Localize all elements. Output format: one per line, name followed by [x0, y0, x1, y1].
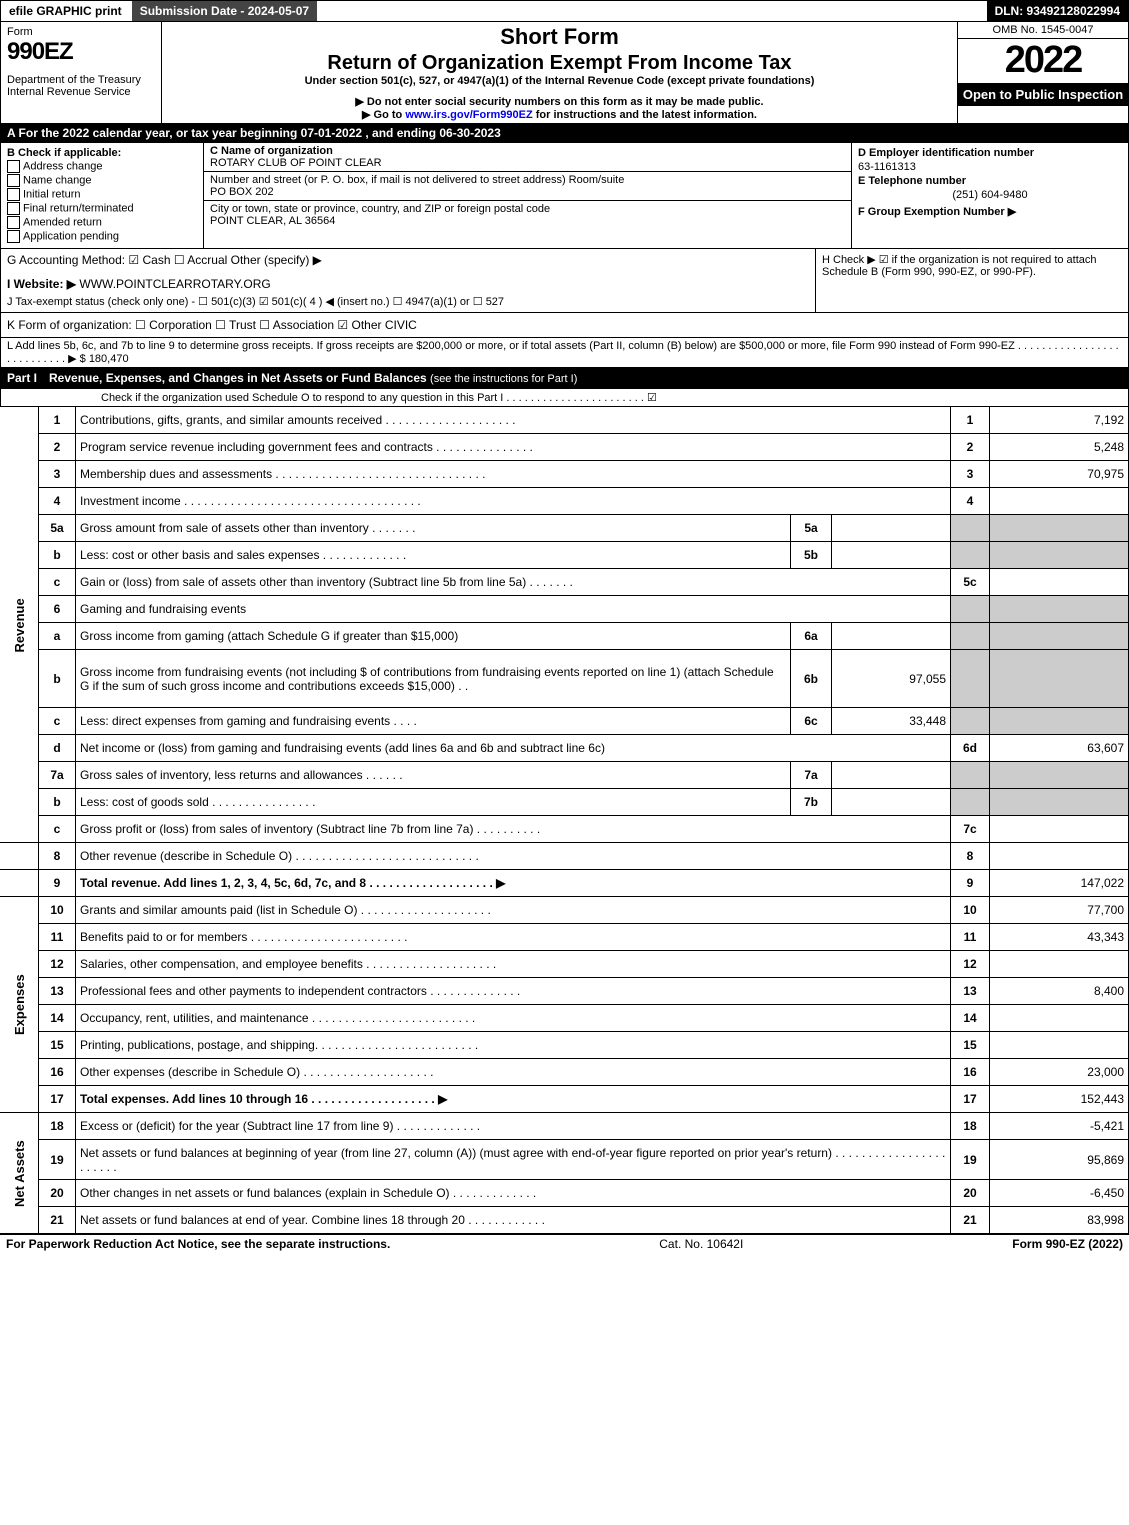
open-inspection: Open to Public Inspection [958, 82, 1128, 106]
line-g: G Accounting Method: ☑ Cash ☐ Accrual Ot… [7, 253, 809, 267]
val-11: 43,343 [990, 924, 1129, 951]
revenue-vlabel: Revenue [0, 407, 39, 843]
netassets-vlabel: Net Assets [0, 1113, 39, 1234]
check-application-pending[interactable]: Application pending [7, 230, 197, 243]
val-16: 23,000 [990, 1059, 1129, 1086]
check-initial-return[interactable]: Initial return [7, 188, 197, 201]
form-header: Form 990EZ Department of the Treasury In… [0, 22, 1129, 124]
omb-number: OMB No. 1545-0047 [958, 22, 1128, 39]
top-bar: efile GRAPHIC print Submission Date - 20… [0, 0, 1129, 22]
val-2: 5,248 [990, 434, 1129, 461]
submission-date: Submission Date - 2024-05-07 [130, 1, 319, 21]
val-20: -6,450 [990, 1180, 1129, 1207]
group-exemption: F Group Exemption Number ▶ [858, 205, 1122, 218]
form-label: Form [7, 26, 155, 38]
org-name: ROTARY CLUB OF POINT CLEAR [210, 157, 845, 169]
val-6b: 97,055 [832, 650, 951, 708]
box-b: B Check if applicable: Address change Na… [1, 143, 204, 248]
check-address-change[interactable]: Address change [7, 160, 197, 173]
val-1: 7,192 [990, 407, 1129, 434]
val-19: 95,869 [990, 1140, 1129, 1180]
subtitle-goto: ▶ Go to www.irs.gov/Form990EZ for instru… [168, 108, 951, 121]
website-link[interactable]: WWW.POINTCLEARROTARY.ORG [79, 277, 270, 291]
phone: (251) 604-9480 [858, 189, 1122, 201]
line-h: H Check ▶ ☑ if the organization is not r… [816, 249, 1128, 312]
val-21: 83,998 [990, 1207, 1129, 1234]
footer-left: For Paperwork Reduction Act Notice, see … [6, 1237, 390, 1251]
subtitle-section: Under section 501(c), 527, or 4947(a)(1)… [168, 75, 951, 87]
org-city: POINT CLEAR, AL 36564 [210, 215, 845, 227]
irs-link[interactable]: www.irs.gov/Form990EZ [405, 109, 532, 121]
org-address: PO BOX 202 [210, 186, 845, 198]
part1-check: Check if the organization used Schedule … [0, 389, 1129, 407]
efile-label: efile GRAPHIC print [1, 1, 130, 21]
gh-block: G Accounting Method: ☑ Cash ☐ Accrual Ot… [0, 249, 1129, 313]
line-k: K Form of organization: ☐ Corporation ☐ … [0, 313, 1129, 338]
footer-right: Form 990-EZ (2022) [1012, 1237, 1123, 1251]
expenses-vlabel: Expenses [0, 897, 39, 1113]
val-6d: 63,607 [990, 735, 1129, 762]
val-6c: 33,448 [832, 708, 951, 735]
title-short-form: Short Form [168, 24, 951, 50]
form-number: 990EZ [7, 38, 155, 66]
subtitle-ssn: ▶ Do not enter social security numbers o… [168, 95, 951, 108]
box-c: C Name of organization ROTARY CLUB OF PO… [204, 143, 852, 248]
title-return: Return of Organization Exempt From Incom… [168, 52, 951, 75]
val-18: -5,421 [990, 1113, 1129, 1140]
val-9: 147,022 [990, 870, 1129, 897]
val-17: 152,443 [990, 1086, 1129, 1113]
line-j: J Tax-exempt status (check only one) - ☐… [7, 295, 809, 308]
val-10: 77,700 [990, 897, 1129, 924]
info-block: B Check if applicable: Address change Na… [0, 143, 1129, 249]
section-a: A For the 2022 calendar year, or tax yea… [0, 124, 1129, 143]
dept-label: Department of the Treasury Internal Reve… [7, 74, 155, 98]
footer: For Paperwork Reduction Act Notice, see … [0, 1234, 1129, 1253]
footer-mid: Cat. No. 10642I [659, 1237, 743, 1251]
part1-table: Revenue 1 Contributions, gifts, grants, … [0, 407, 1129, 1234]
val-13: 8,400 [990, 978, 1129, 1005]
tax-year: 2022 [958, 39, 1128, 82]
box-d: D Employer identification number 63-1161… [852, 143, 1128, 248]
line-l: L Add lines 5b, 6c, and 7b to line 9 to … [0, 338, 1129, 368]
dln: DLN: 93492128022994 [987, 1, 1128, 21]
check-name-change[interactable]: Name change [7, 174, 197, 187]
check-amended-return[interactable]: Amended return [7, 216, 197, 229]
check-final-return[interactable]: Final return/terminated [7, 202, 197, 215]
val-3: 70,975 [990, 461, 1129, 488]
ein: 63-1161313 [858, 161, 1122, 173]
part1-header: Part I Revenue, Expenses, and Changes in… [0, 368, 1129, 389]
val-4 [990, 488, 1129, 515]
